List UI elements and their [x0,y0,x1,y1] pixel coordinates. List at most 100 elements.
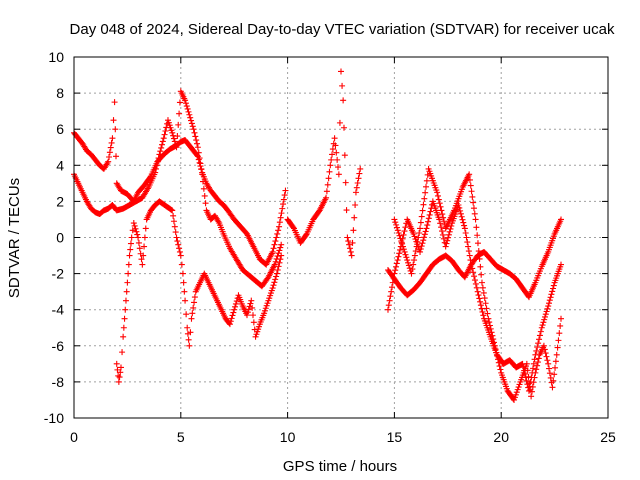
data-point [419,207,426,214]
data-point [531,356,538,363]
data-point [249,312,256,319]
data-point [466,171,473,178]
data-point [334,156,341,163]
data-point [233,298,240,305]
data-point [244,312,251,319]
data-point [494,356,501,363]
data-point [247,300,254,307]
data-point [435,196,442,203]
series-1 [71,88,285,290]
data-point [396,232,403,239]
data-point [531,374,538,381]
data-point [401,248,408,255]
data-point [186,342,193,349]
data-point [178,261,185,268]
data-point [159,141,166,148]
data-point [417,225,424,232]
data-points [71,68,565,403]
data-point [388,284,395,291]
chart-title: Day 048 of 2024, Sidereal Day-to-day VTE… [70,21,615,38]
y-tick-label: 0 [56,230,64,246]
data-point [525,373,532,380]
data-point [169,207,176,214]
data-point [418,213,425,220]
data-point [275,227,282,234]
data-point [411,252,418,259]
data-point [135,239,142,246]
data-point [191,129,198,136]
y-axis-title: SDTVAR / TECUs [6,178,23,298]
data-point [523,360,530,367]
data-point [513,389,520,396]
data-point [535,355,542,362]
data-point [154,158,161,165]
data-point [169,129,176,136]
data-point [535,340,542,347]
data-point [409,266,416,273]
data-point [530,379,537,386]
data-point [160,135,167,142]
data-point [511,394,518,401]
data-point [414,239,421,246]
data-point [475,292,482,299]
data-point [395,229,402,236]
data-point [440,235,447,242]
y-tick-label: -10 [44,410,64,426]
data-point [477,298,484,305]
data-point [406,265,413,272]
data-point [273,270,280,277]
data-point [466,176,473,183]
data-point [340,124,347,131]
data-point [391,270,398,277]
data-point [325,175,332,182]
data-point [125,261,132,268]
data-point [443,240,450,247]
data-point [470,269,477,276]
data-point [461,222,468,229]
data-point [532,369,539,376]
data-point [553,351,560,358]
data-point [398,238,405,245]
data-point [546,370,553,377]
data-point [425,215,432,222]
data-point [134,231,141,238]
data-point [105,158,112,165]
data-point [142,225,149,232]
data-point [470,199,477,206]
data-point [424,171,431,178]
data-point [104,160,111,167]
data-point [174,238,181,245]
data-point [479,284,486,291]
data-point [117,369,124,376]
data-point [468,188,475,195]
data-point [401,228,408,235]
data-point [215,218,222,225]
data-point [467,257,474,264]
data-point [468,261,475,268]
data-point [231,306,238,313]
data-point [191,294,198,301]
data-point [392,267,399,274]
data-point [153,162,160,169]
data-point [274,230,281,237]
data-point [192,133,199,140]
data-point [541,316,548,323]
data-point [534,359,541,366]
data-point [130,220,137,227]
data-point [411,233,418,240]
data-point [139,261,146,268]
data-point [141,234,148,241]
data-point [388,288,395,295]
data-point [177,252,184,259]
data-point [474,288,481,295]
data-point [353,184,360,191]
y-tick-label: 8 [56,85,64,101]
data-point [278,210,285,217]
data-point [459,216,466,223]
data-point [534,344,541,351]
data-point [230,309,237,316]
data-point [460,219,467,226]
data-point [558,315,565,322]
data-point [269,285,276,292]
data-point [546,365,553,372]
